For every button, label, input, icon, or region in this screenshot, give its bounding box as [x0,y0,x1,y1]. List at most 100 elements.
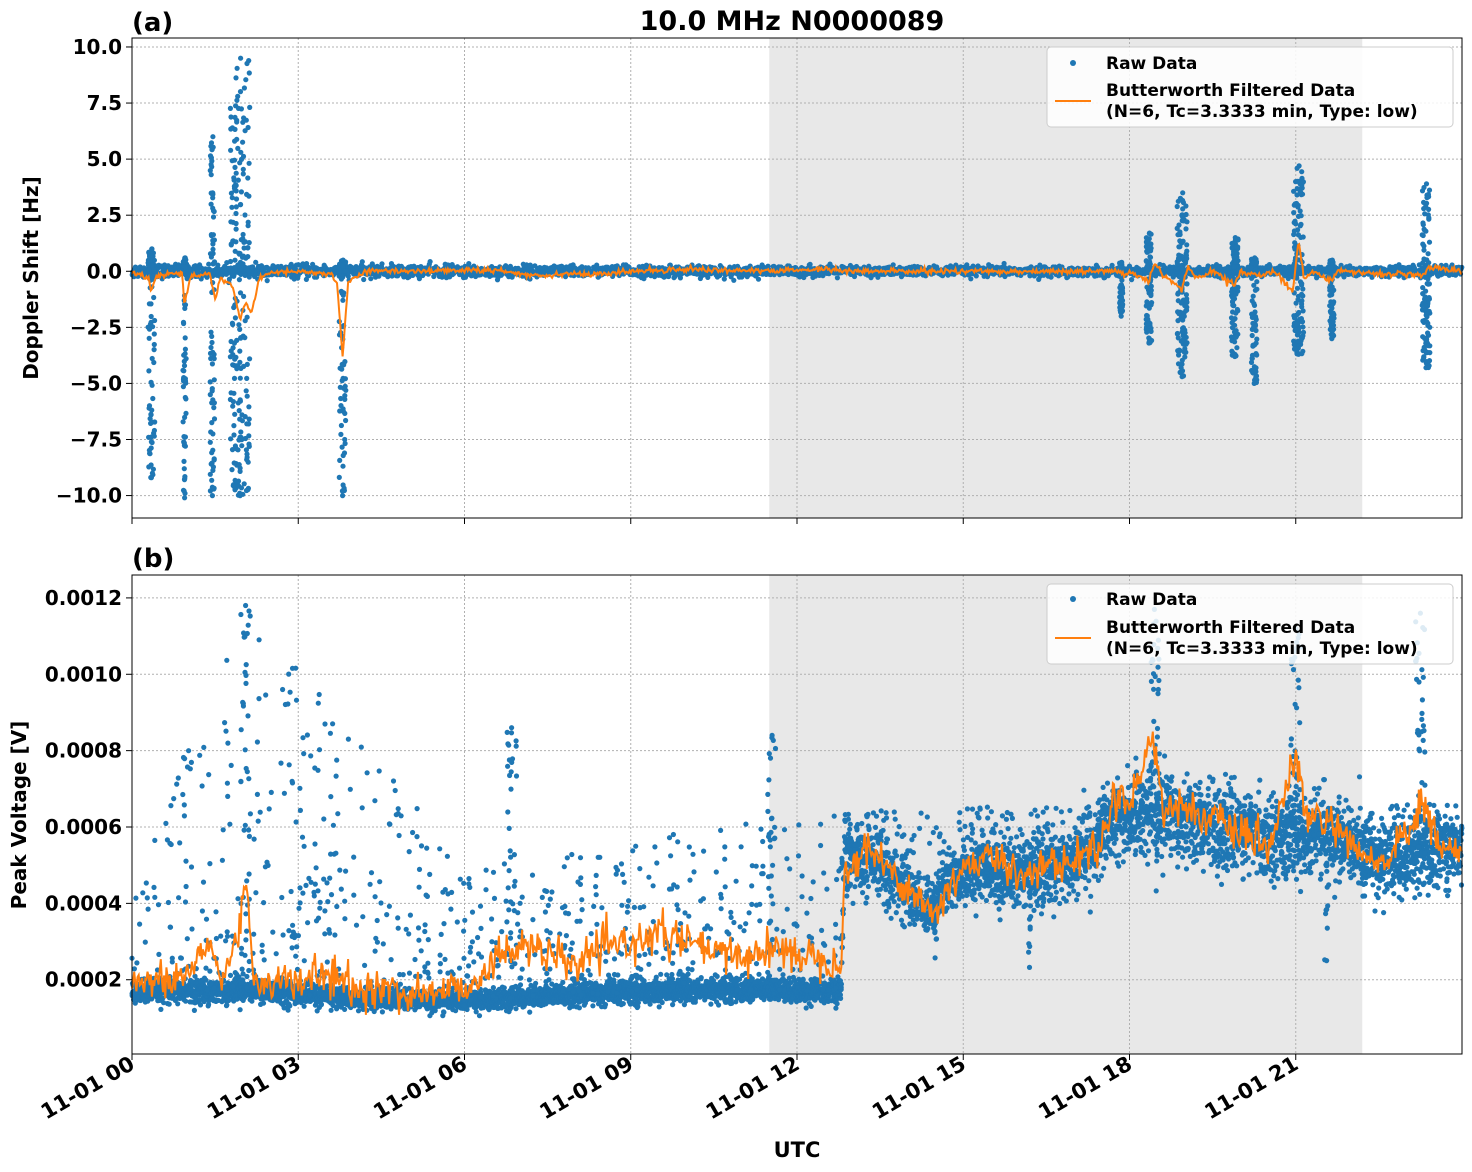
raw-point [243,77,249,83]
raw-point [148,313,154,320]
raw-point [232,487,238,493]
raw-point [368,276,374,282]
raw-point [207,167,213,174]
y-axis-label-a: Doppler Shift [Hz] [19,176,43,380]
raw-point [243,487,250,494]
raw-point [239,443,245,449]
raw-point [151,341,157,348]
raw-point [211,485,217,491]
raw-point [208,329,214,335]
raw-point [1291,210,1297,216]
raw-point [232,164,238,170]
raw-point [228,147,234,153]
raw-point [239,412,245,418]
raw-point [968,276,974,282]
raw-point [1425,276,1431,282]
raw-point [237,160,243,166]
raw-point [246,58,252,64]
raw-point [210,214,217,220]
raw-point [1230,302,1236,309]
raw-point [1294,178,1300,184]
raw-point [1299,319,1305,325]
raw-point [150,324,156,330]
raw-point [244,451,250,457]
raw-point [181,363,188,369]
raw-point [146,301,152,307]
raw-point [1129,277,1135,283]
raw-point [1292,201,1298,207]
panel-a: 10.07.55.02.50.0−2.5−5.0−7.5−10.0 (a) Do… [19,8,1465,524]
raw-point [1253,369,1259,375]
raw-point [1328,320,1334,327]
raw-point [1176,352,1182,358]
raw-point [1178,300,1184,306]
raw-point [1230,317,1237,323]
raw-point [146,368,152,374]
raw-point [339,366,345,372]
raw-point [359,259,365,265]
raw-point [1425,251,1431,257]
raw-point [211,237,217,243]
raw-point [209,420,215,426]
raw-point [1144,238,1150,244]
y-tick-label: −2.5 [70,315,122,339]
raw-point [1294,321,1300,328]
raw-point [1420,260,1426,266]
raw-point [149,246,155,252]
raw-point [148,475,154,481]
raw-point [341,450,348,456]
raw-point [243,388,249,394]
raw-point [340,463,346,469]
raw-point [237,468,243,474]
raw-point [1294,285,1301,291]
raw-point [1421,355,1427,361]
raw-point [1327,285,1333,291]
y-ticks-a: 10.07.55.02.50.0−2.5−5.0−7.5−10.0 [56,35,132,508]
raw-point [233,182,239,188]
raw-point [240,171,246,177]
raw-point [233,239,239,245]
raw-point [247,104,253,110]
raw-point [183,410,189,416]
raw-point [209,386,215,392]
raw-point [209,493,215,499]
raw-point [1148,291,1154,297]
raw-point [1183,226,1189,232]
raw-point [338,431,344,437]
raw-point [1177,238,1183,244]
y-tick-label: 0.0 [87,259,122,283]
raw-point [1183,203,1189,209]
raw-point [210,431,216,437]
raw-point [1232,353,1238,360]
raw-point [208,143,214,149]
raw-point [149,382,155,388]
raw-point [1184,340,1190,346]
raw-point [246,274,252,280]
raw-point [340,257,346,263]
raw-point [211,400,217,406]
raw-point [1120,301,1126,308]
raw-point [1329,336,1335,342]
raw-point [247,356,253,362]
raw-point [242,335,248,341]
raw-point [231,390,237,396]
raw-point [148,434,154,440]
raw-point [149,407,155,413]
raw-point [1422,227,1428,233]
raw-point [1300,286,1306,292]
raw-point [1144,284,1150,290]
raw-point [1298,221,1304,227]
raw-point [210,205,216,211]
raw-point [150,395,156,402]
raw-point [207,439,213,445]
raw-point [1233,291,1239,297]
raw-point [343,417,349,424]
raw-point [427,259,433,265]
raw-point [1252,267,1258,273]
raw-point [237,290,244,296]
raw-point [236,483,242,489]
raw-point [1174,225,1180,231]
raw-point [1180,325,1186,332]
raw-point [181,434,187,440]
raw-point [303,276,309,282]
